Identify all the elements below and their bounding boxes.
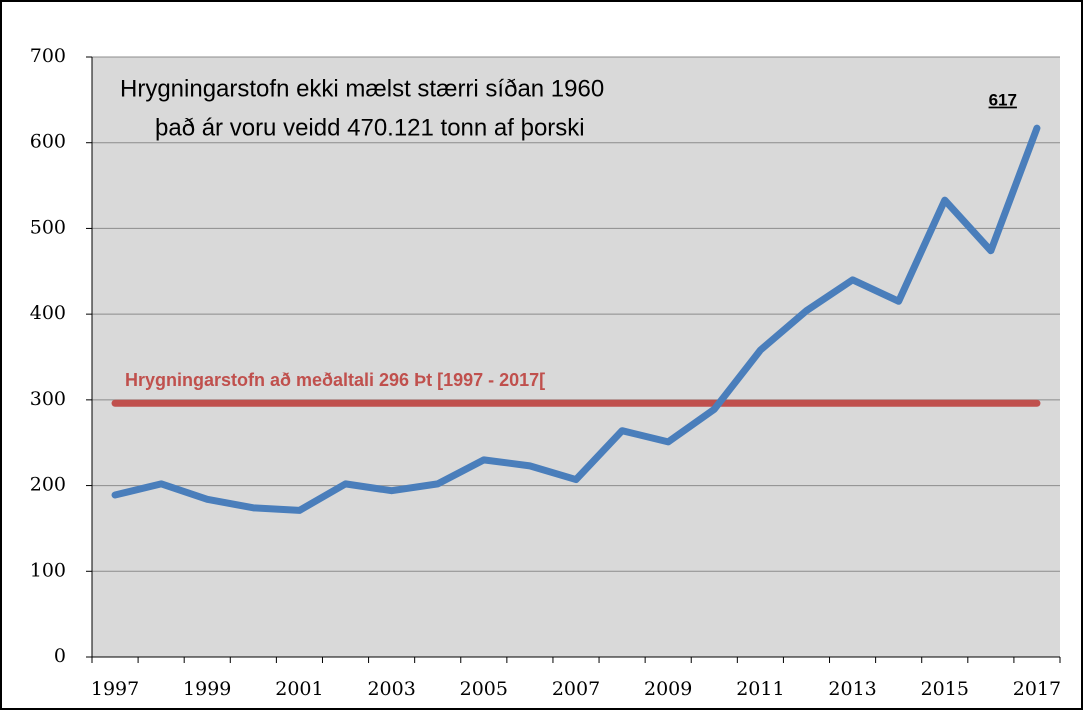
x-tick-label: 1999	[183, 678, 231, 700]
x-tick-label: 2013	[828, 678, 876, 700]
data-label: 617	[989, 91, 1017, 110]
y-tick-label: 500	[30, 216, 66, 238]
chart-subtitle: það ár voru veidd 470.121 tonn af þorski	[155, 114, 585, 141]
y-tick-label: 400	[30, 302, 66, 324]
chart-title: Hrygningarstofn ekki mælst stærri síðan …	[120, 75, 604, 102]
x-tick-label: 2011	[736, 678, 784, 700]
x-tick-label: 2015	[921, 678, 969, 700]
x-tick-label: 2005	[460, 678, 508, 700]
x-tick-label: 2017	[1013, 678, 1061, 700]
y-tick-label: 0	[54, 645, 66, 667]
x-tick-label: 2009	[644, 678, 692, 700]
y-tick-label: 700	[30, 45, 66, 67]
x-tick-label: 2003	[367, 678, 415, 700]
x-tick-label: 2001	[275, 678, 323, 700]
y-tick-label: 600	[30, 131, 66, 153]
y-tick-label: 100	[30, 559, 66, 581]
x-tick-label: 1997	[91, 678, 139, 700]
plot-area	[92, 57, 1060, 657]
y-tick-label: 300	[30, 388, 66, 410]
x-tick-label: 2007	[552, 678, 600, 700]
reference-label: Hrygningarstofn að meðaltali 296 Þt [199…	[125, 370, 545, 390]
y-tick-label: 200	[30, 474, 66, 496]
data-line	[111, 124, 1041, 514]
